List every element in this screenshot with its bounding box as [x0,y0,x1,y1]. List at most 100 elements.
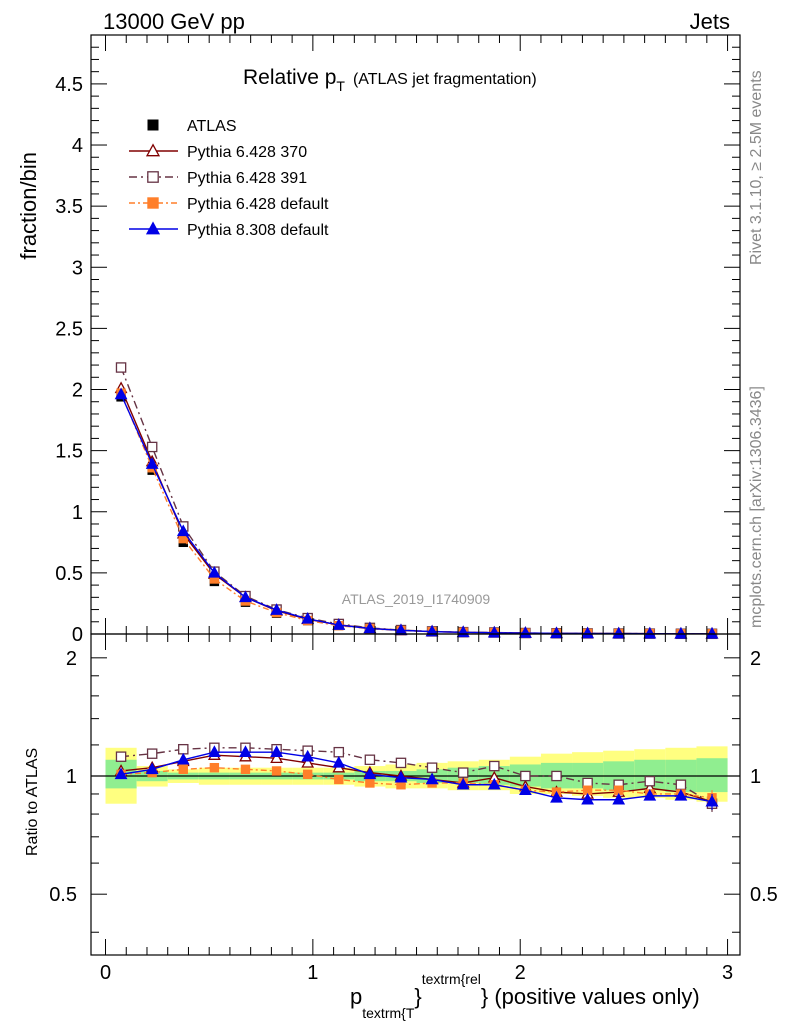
main-y-tick-label: 3 [72,257,83,279]
ratio-y-tick-label-right: 1 [750,766,761,788]
main-point [301,611,315,624]
main-point [674,626,688,639]
ratio-point [207,745,221,757]
ratio-point [334,774,344,785]
ratio-point [581,792,594,805]
x-axis-label: ptextrm{T}textrm{rel} (positive values o… [350,971,700,1021]
ratio-point [519,783,532,796]
legend-item-pythia-6-428-default: Pythia 6.428 default [129,196,329,213]
main-title-sub: T [336,78,345,94]
x-axis-label-sup: textrm{rel [422,971,481,987]
ratio-x-tick-label: 0 [100,962,111,984]
ratio-band-inner [696,758,728,793]
main-x-axis [105,35,729,634]
ratio-point [332,756,346,768]
ratio-point [301,756,315,768]
main-point [176,524,190,537]
ratio-point [363,767,377,780]
legend-label: Pythia 6.428 default [187,196,329,213]
ratio-point [551,770,562,782]
ratio-point [644,775,656,787]
ratio-x-tick-label: 2 [515,962,526,984]
ratio-y-tick-label: 0.5 [49,884,77,906]
main-y-tick-label: 1 [72,502,83,524]
ratio-point [302,769,313,780]
ratio-series-group [114,742,719,812]
main-panel: 0 0.5 1 1.5 2 2.5 3 3.5 4 4.5 fraction/bin Relati… [16,34,741,646]
ratio-y-axis-label: Ratio to ATLAS [24,748,41,856]
legend-label: Pythia 6.428 391 [187,170,307,187]
ratio-plot-frame [90,633,741,956]
main-y-tick-label: 3.5 [55,196,83,218]
ratio-point [395,757,407,769]
main-y-tick-label: 0.5 [55,563,83,585]
main-point [643,626,657,639]
ratio-point [270,751,283,764]
ratio-point [489,760,500,772]
ratio-point [394,770,408,783]
main-title-main: Relative p [243,66,336,89]
main-point [115,362,127,373]
ratio-point [145,762,159,775]
ratio-point [270,745,283,757]
legend-marker [145,221,161,235]
main-y-tick-label: 4 [72,135,83,157]
ratio-x-tick-label: 1 [307,962,318,984]
analysis-watermark: ATLAS_2019_I1740909 [342,591,491,607]
rivet-version-text: Rivet 3.1.10, ≥ 2.5M events [748,70,765,265]
ratio-point [487,777,501,790]
legend-item-pythia-6-428-370: Pythia 6.428 370 [129,143,307,161]
legend-item-atlas: ATLAS [147,118,237,135]
ratio-series-pythia-6-428-391 [115,742,718,812]
x-axis-label-tail: } (positive values only) [481,984,700,1009]
main-y-axis-label: fraction/bin [16,152,41,260]
legend-item-pythia-8-308-default: Pythia 8.308 default [129,221,329,239]
main-point [114,387,128,400]
x-axis-label-main: p [350,984,362,1009]
main-y-tick-label: 2 [72,380,83,402]
main-point [146,441,158,453]
header-left: 13000 GeV pp [103,9,245,34]
ratio-point [457,767,469,778]
main-y-tick-label: 0 [72,624,83,646]
ratio-point [456,777,470,790]
ratio-point [176,752,190,765]
main-y-tick-label: 4.5 [55,74,83,96]
ratio-panel: 0.5 0.5 1 1 2 2 0 1 2 3 Ratio to ATLAS ptextrm{T… [24,633,778,1021]
x-axis-label-sub: textrm{T [362,1005,415,1021]
main-point [425,624,439,637]
ratio-point [209,762,220,773]
ratio-point [333,746,345,758]
header-right: Jets [690,9,730,34]
legend-marker [145,143,161,157]
main-y-tick-label: 2.5 [55,318,83,340]
ratio-point [675,779,687,791]
x-axis-label-close: } [414,984,421,1009]
ratio-point [520,770,531,782]
ratio-y-tick-label: 2 [66,648,77,670]
ratio-y-tick-label-right: 2 [750,648,761,670]
ratio-point [550,790,563,803]
ratio-point [114,767,128,780]
legend-label: Pythia 6.428 370 [187,144,307,161]
ratio-point [674,789,688,801]
ratio-point [612,792,626,805]
ratio-point [365,778,375,788]
main-point [581,626,594,639]
ratio-point [115,751,127,762]
ratio-point [178,764,188,775]
main-point [270,603,283,615]
ratio-y-axis: 0.5 0.5 1 1 2 2 [49,648,778,933]
ratio-y-tick-label-right: 0.5 [750,884,778,906]
legend-marker [147,171,159,183]
ratio-point [240,764,251,775]
ratio-uncertainty-bands [105,746,728,804]
ratio-point [146,748,158,759]
main-point [519,626,532,638]
ratio-point [643,789,657,801]
ratio-series-pythia-8-308-default [114,745,719,810]
ratio-line-pythia-6-428-default [121,766,713,799]
main-point [550,626,563,639]
ratio-point [705,794,719,807]
